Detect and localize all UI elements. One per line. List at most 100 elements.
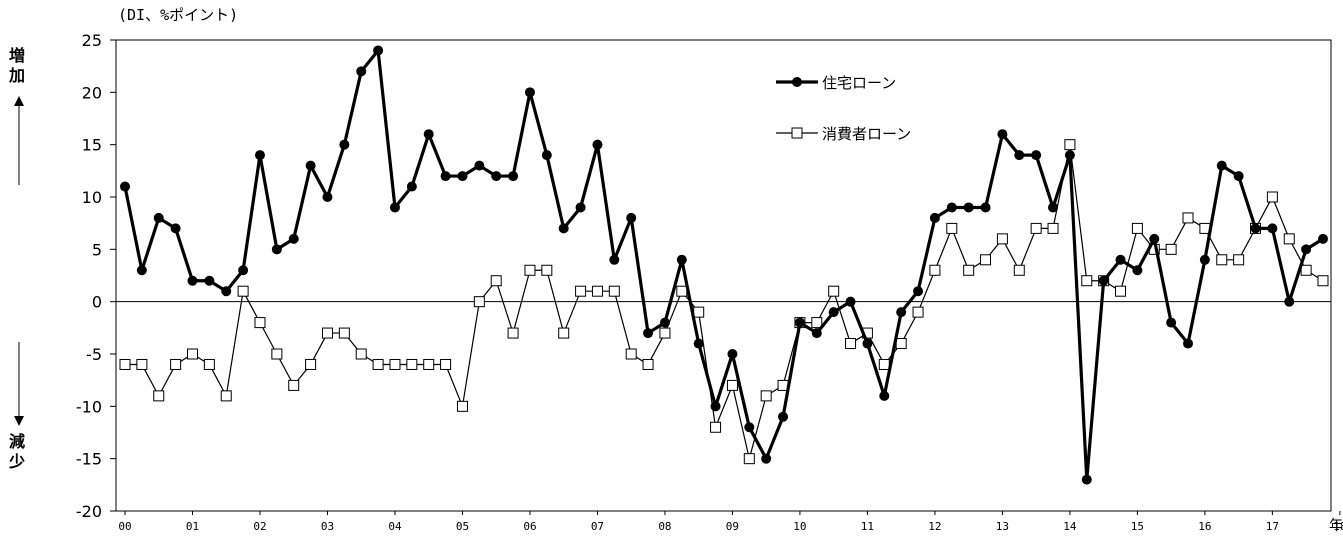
data-point [1014,150,1025,161]
data-point [423,129,434,140]
data-point [1030,222,1042,234]
data-point [575,202,586,213]
data-point [811,317,823,329]
data-point [271,244,282,255]
data-point [1283,233,1295,245]
plot-frame [115,39,1332,512]
data-point [1115,254,1126,265]
data-point [305,160,316,171]
data-point [1115,285,1127,297]
x-tick-label: 17 [1266,520,1279,533]
data-point [1031,150,1042,161]
data-point [288,233,299,244]
data-point [457,171,468,182]
data-point [963,202,974,213]
data-point [170,223,181,234]
data-point [254,317,266,329]
data-point [558,223,569,234]
x-tick-label: 02 [253,520,266,533]
data-point [896,307,907,318]
data-point [1131,222,1143,234]
data-point [473,296,485,308]
data-point [153,212,164,223]
up-arrow-icon [14,96,24,185]
data-point [625,348,637,360]
y-tick-label: -15 [76,450,102,469]
x-tick-label: 05 [456,520,469,533]
data-point [339,139,350,150]
data-point [1301,244,1312,255]
data-point [693,338,704,349]
data-point [186,348,198,360]
data-point [491,171,502,182]
data-point [895,338,907,350]
data-point [136,265,147,276]
data-point [170,358,182,370]
data-point [1182,212,1194,224]
data-point [456,400,468,412]
data-point [642,358,654,370]
x-tick-label: 06 [523,520,536,533]
data-point [997,129,1008,140]
data-point [609,254,620,265]
x-tick-label: 08 [658,520,671,533]
series-housing-loan [120,45,1328,485]
data-point [929,264,941,276]
data-point [710,421,722,433]
data-point [203,358,215,370]
data-point [305,358,317,370]
data-point [963,264,975,276]
data-point [980,202,991,213]
y-tick-label: 10 [82,188,102,207]
data-point [929,212,940,223]
x-tick-label: 09 [726,520,739,533]
data-point [778,411,789,422]
data-point [743,453,755,465]
data-point [811,328,822,339]
unit-label: (DI、%ポイント) [118,6,239,24]
data-point [676,254,687,265]
data-point [608,285,620,297]
data-point [220,390,232,402]
data-point [1183,338,1194,349]
y-tick-label: 15 [82,136,102,155]
x-tick-label: 15 [1131,520,1144,533]
data-point [558,327,570,339]
data-point [726,379,738,391]
data-point [1048,202,1059,213]
data-point [575,285,587,297]
legend-marker-consumer [791,127,803,139]
data-point [845,296,856,307]
y-tick-label: -20 [76,502,102,521]
data-point [1081,275,1093,287]
legend-marker-housing [792,77,802,87]
data-point [372,358,384,370]
data-point [946,202,957,213]
data-point [1132,265,1143,276]
data-point [440,358,452,370]
data-point [389,202,400,213]
data-point [524,87,535,98]
data-point [794,317,805,328]
data-point [676,285,688,297]
data-point [136,358,148,370]
data-point [912,306,924,318]
x-tick-label: 18 [1333,520,1343,533]
y-tick-label: -10 [76,397,102,416]
x-tick-label: 04 [388,520,402,533]
data-point [153,390,165,402]
data-point [1081,474,1092,485]
decrease-text: 減少 [8,432,25,471]
data-point [913,286,924,297]
data-point [355,348,367,360]
data-point [626,212,637,223]
data-point [760,390,772,402]
y-tick-label: 0 [92,293,102,312]
increase-text: 増加 [8,46,25,85]
x-tick-label: 11 [861,520,874,533]
data-point [373,45,384,56]
x-tick-label: 16 [1198,520,1211,533]
series-line [123,48,1324,482]
data-point [643,328,654,339]
